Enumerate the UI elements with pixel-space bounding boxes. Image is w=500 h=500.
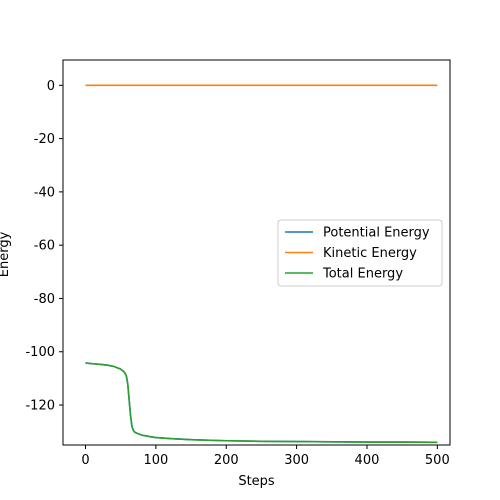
legend-label-0: Potential Energy: [323, 226, 430, 241]
x-axis: 0 100 200 300 400 500: [81, 445, 450, 468]
series-line-2: [85, 362, 438, 444]
legend: Potential Energy Kinetic Energy Total Ener…: [277, 219, 443, 287]
x-tick-label: 300: [284, 453, 309, 468]
plot-area-frame: [62, 59, 451, 446]
x-tick-label: 400: [355, 453, 380, 468]
y-tick-label: -40: [34, 185, 55, 200]
y-axis-label: Energy: [0, 231, 12, 277]
legend-label-1: Kinetic Energy: [323, 246, 417, 261]
y-axis: 0 -20 -40 -60 -80 -100 -120: [25, 79, 63, 414]
x-axis-label: Steps: [238, 474, 275, 489]
x-tick-label: 500: [425, 453, 450, 468]
series-layer: [85, 84, 438, 444]
legend-label-2: Total Energy: [322, 267, 403, 282]
series-line-0: [85, 362, 438, 444]
y-tick-label: -60: [34, 239, 55, 254]
y-tick-label: -20: [34, 132, 55, 147]
y-tick-label: -100: [25, 345, 55, 360]
y-tick-label: 0: [47, 79, 55, 94]
y-tick-label: -120: [25, 399, 55, 414]
x-tick-label: 100: [143, 453, 168, 468]
x-tick-label: 200: [214, 453, 239, 468]
x-tick-label: 0: [81, 453, 89, 468]
legend-box: [277, 219, 443, 287]
y-tick-label: -80: [34, 292, 55, 307]
